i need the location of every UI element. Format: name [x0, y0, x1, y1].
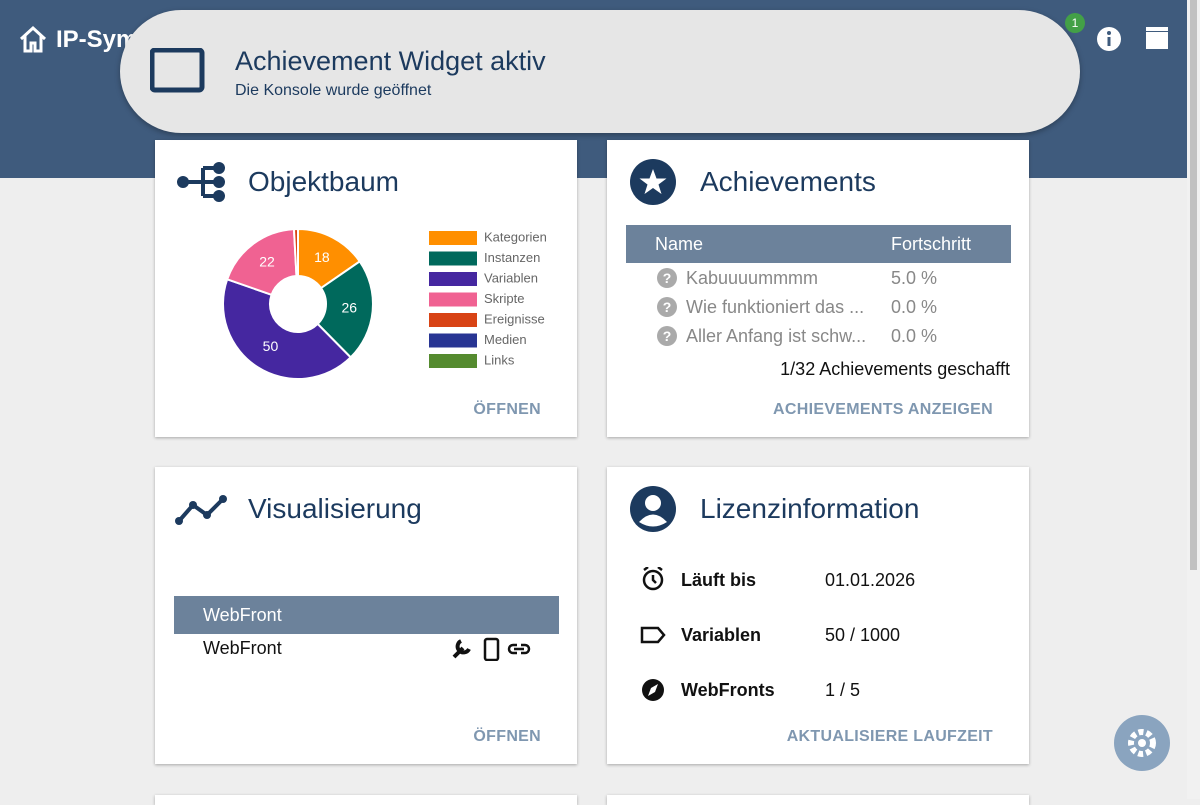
card-visualisierung: Visualisierung WebFront WebFront ÖFFNEN: [155, 467, 577, 764]
scrollbar[interactable]: [1187, 0, 1200, 799]
legend-swatch: [429, 313, 477, 327]
slice: [316, 260, 374, 359]
legend-label: Instanzen: [484, 250, 540, 265]
info-glyph: [1107, 37, 1111, 46]
monitor-icon: [150, 48, 205, 93]
license-value: 1 / 5: [825, 680, 861, 700]
achievement-name: Aller Anfang ist schw...: [686, 326, 867, 346]
toast-subtitle: Die Konsole wurde geöffnet: [235, 82, 432, 99]
slice: [292, 227, 299, 278]
card-title: Visualisierung: [248, 493, 422, 524]
table-header: WebFront: [174, 596, 559, 634]
table-header: Name Fortschritt: [626, 225, 1011, 263]
legend-label: Ereignisse: [484, 311, 545, 326]
license-value: 50 / 1000: [825, 625, 901, 645]
toast: Achievement Widget aktiv Die Konsole wur…: [120, 10, 1080, 133]
achievements-button[interactable]: ACHIEVEMENTS ANZEIGEN: [773, 401, 993, 418]
card-partial: [155, 795, 577, 805]
license-icons: [640, 567, 666, 701]
store-icon[interactable]: [1146, 32, 1168, 49]
open-button[interactable]: ÖFFNEN: [473, 401, 541, 418]
column-header: WebFront: [203, 605, 282, 625]
open-button[interactable]: ÖFFNEN: [473, 728, 541, 745]
webfront-name[interactable]: WebFront: [203, 638, 282, 658]
slice-label: 22: [259, 254, 275, 270]
settings-fab[interactable]: [1113, 714, 1171, 772]
link-icon[interactable]: [507, 643, 531, 655]
achievement-name: Kabuuuummmm: [686, 268, 819, 288]
scroll-thumb[interactable]: [1190, 0, 1197, 570]
achievement-progress: 0.0 %: [891, 297, 938, 317]
legend-swatch: [429, 354, 477, 368]
refresh-button[interactable]: AKTUALISIERE LAUFZEIT: [786, 728, 993, 745]
column-header: Name: [655, 234, 704, 254]
column-header: Fortschritt: [891, 234, 972, 254]
badge-count: 1: [1072, 16, 1079, 30]
card-partial: [607, 795, 1029, 805]
help-icon: ?: [657, 297, 677, 317]
info-glyph-dot: [1107, 31, 1111, 35]
row-actions: [452, 637, 531, 661]
badge: [1065, 13, 1085, 33]
card-title: Lizenzinformation: [700, 493, 920, 524]
legend-swatch: [429, 272, 477, 286]
license-label: Variablen: [681, 625, 762, 645]
legend-label: Medien: [484, 332, 527, 347]
home-icon[interactable]: [18, 24, 48, 54]
account-icon: [630, 486, 676, 532]
legend-swatch: [429, 251, 477, 266]
achievement-name: Wie funktioniert das ...: [686, 297, 865, 317]
legend-label: Kategorien: [484, 229, 547, 244]
legend-swatch: [429, 231, 477, 245]
donut-chart: 18 26 50 22 Kategorien Instanzen Variablen Skri…: [222, 227, 547, 380]
card-title: Objektbaum: [248, 166, 399, 197]
config-icon[interactable]: [452, 639, 471, 659]
legend-swatch: [429, 292, 477, 307]
tree-icon: [177, 162, 225, 202]
card-title: Achievements: [700, 166, 876, 197]
license-label: WebFronts: [681, 680, 775, 700]
legend-swatch: [429, 333, 477, 348]
achievement-progress: 0.0 %: [891, 326, 938, 346]
license-label: Läuft bis: [681, 570, 756, 590]
slice-label: 50: [263, 338, 279, 354]
card-lizenz: Lizenzinformation Läuft bis 01.01.2026 Var…: [607, 467, 1029, 764]
legend-label: Links: [484, 352, 515, 367]
toast-title: Achievement Widget aktiv: [235, 46, 546, 76]
chart-icon: [175, 495, 227, 525]
help-icon: ?: [657, 326, 677, 346]
achievement-progress: 5.0 %: [891, 268, 938, 288]
slice: [225, 228, 298, 297]
mobile-icon[interactable]: [483, 637, 500, 661]
slice-label: 26: [341, 300, 357, 316]
card-achievements: Achievements Name Fortschritt ? Kabuuuumm…: [607, 140, 1029, 437]
star-icon: [630, 159, 676, 205]
help-icon: ?: [657, 268, 677, 288]
legend-label: Skripte: [484, 291, 524, 306]
card-objektbaum: Objektbaum 18 26 50 22 Kategorien Instanzen Va…: [155, 140, 577, 437]
header-icons: 1: [1065, 13, 1168, 51]
store-icon-top: [1146, 27, 1168, 31]
slice-label: 18: [314, 249, 330, 265]
license-value: 01.01.2026: [825, 570, 916, 590]
legend-label: Variablen: [484, 270, 538, 285]
summary: 1/32 Achievements geschafft: [780, 359, 1010, 379]
slice: [222, 278, 353, 380]
